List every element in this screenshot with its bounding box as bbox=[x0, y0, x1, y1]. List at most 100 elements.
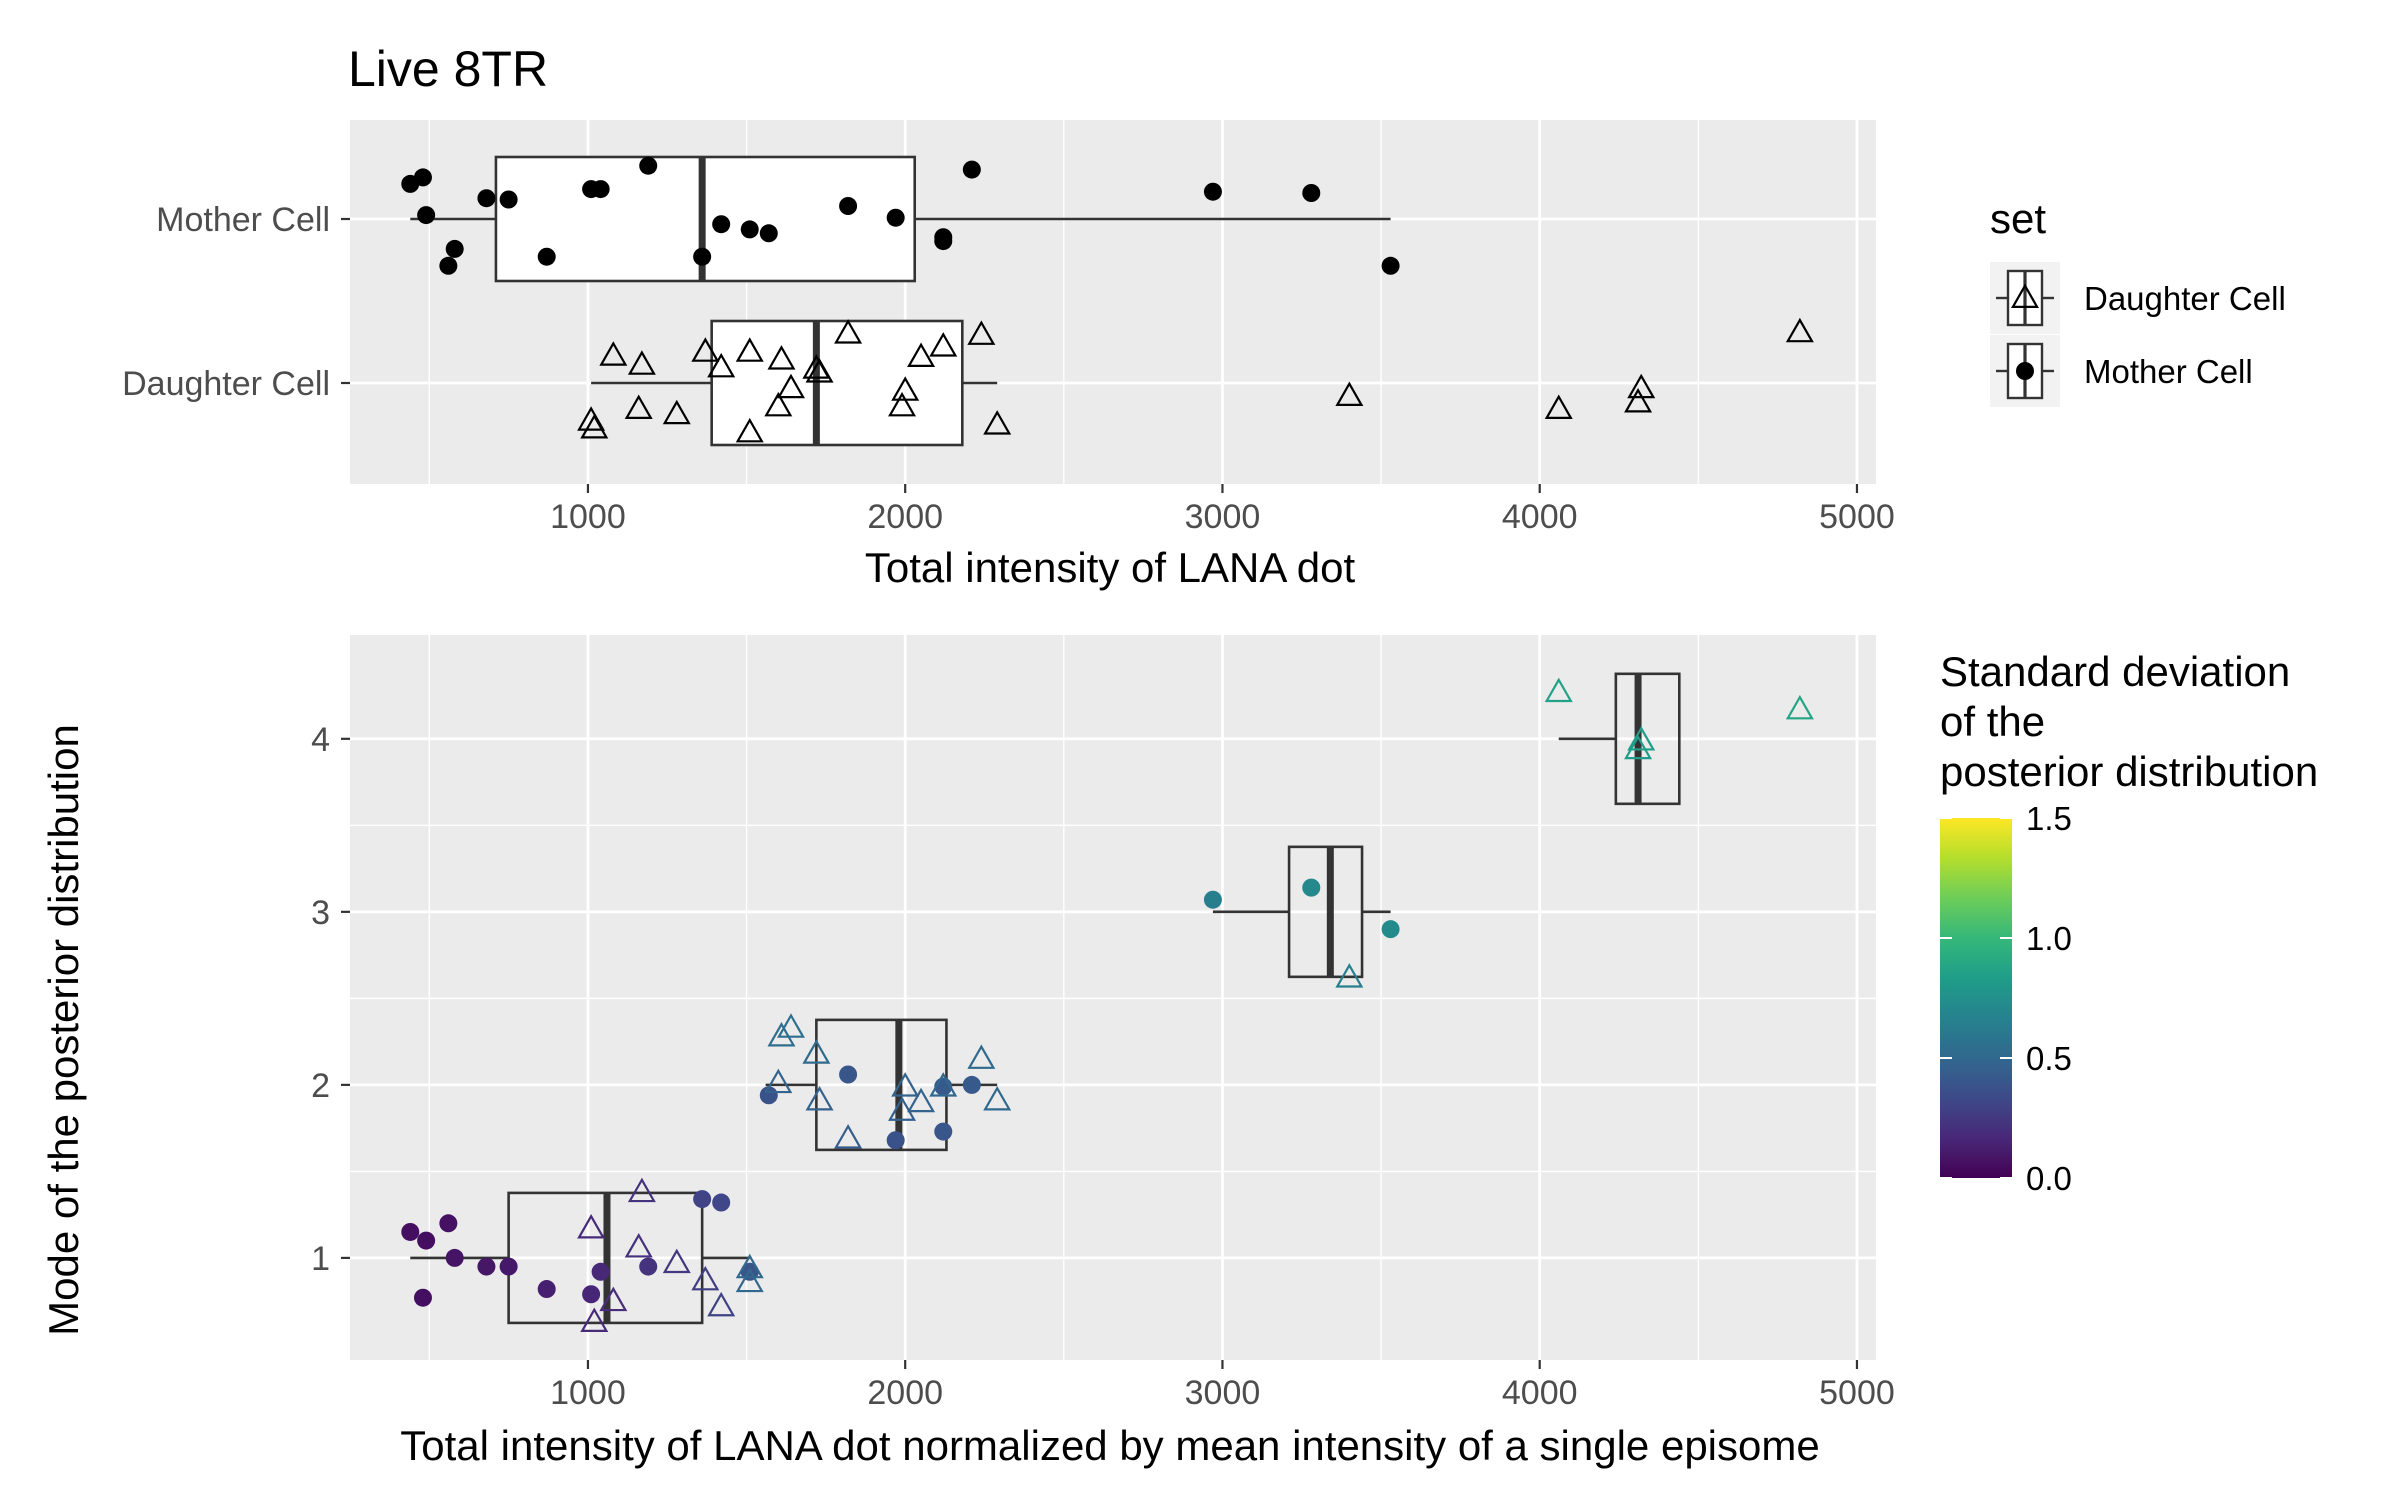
daughter-cell-point bbox=[888, 1096, 917, 1121]
daughter-cell-point bbox=[802, 1039, 831, 1064]
daughter-cell-point bbox=[1544, 394, 1573, 420]
top-x-axis-title: Total intensity of LANA dot bbox=[865, 544, 1356, 591]
mother-cell-point bbox=[477, 189, 496, 208]
bottom-x-tick-label: 4000 bbox=[1502, 1374, 1578, 1412]
mother-cell-point bbox=[712, 215, 731, 234]
daughter-cell-point bbox=[1624, 388, 1653, 413]
daughter-cell-point bbox=[983, 1085, 1012, 1111]
mother-cell-point bbox=[591, 180, 610, 199]
daughter-cell-point bbox=[599, 1286, 628, 1312]
daughter-cell-point bbox=[577, 406, 606, 431]
daughter-cell-point bbox=[1785, 317, 1814, 343]
daughter-cell-point bbox=[891, 1072, 920, 1097]
bottom-y-tick-label: 3 bbox=[311, 894, 330, 932]
daughter-cell-point bbox=[888, 391, 917, 417]
top-x-tick-label: 3000 bbox=[1185, 498, 1261, 536]
daughter-cell-point bbox=[907, 342, 936, 368]
daughter-cell-point bbox=[627, 350, 656, 375]
daughter-cell-point bbox=[767, 345, 796, 370]
mother-cell-point bbox=[886, 1131, 905, 1150]
daughter-cell-point bbox=[805, 358, 834, 383]
legend-entry-label: Mother Cell bbox=[2084, 353, 2253, 390]
daughter-cell-point bbox=[735, 1253, 764, 1279]
bottom-x-axis-title: Total intensity of LANA dot normalized b… bbox=[400, 1422, 1819, 1469]
top-x-tick-label: 2000 bbox=[867, 498, 943, 536]
top-boxplot bbox=[591, 319, 998, 447]
chart-marks: 1000 2000 3000 4000 5000 Mother Cell Daughter … bbox=[122, 120, 2286, 1412]
legend-circle-icon bbox=[2016, 362, 2034, 380]
mother-cell-point bbox=[1203, 182, 1222, 201]
top-chart-title: Live 8TR bbox=[348, 41, 548, 97]
top-x-tick-label: 1000 bbox=[550, 498, 626, 536]
legend-triangle-icon bbox=[2011, 283, 2039, 309]
daughter-cell-point bbox=[967, 1044, 996, 1069]
daughter-cell-point bbox=[662, 1248, 691, 1274]
daughter-cell-point bbox=[707, 352, 736, 378]
daughter-cell-point bbox=[1624, 734, 1653, 760]
daughter-cell-point bbox=[1627, 726, 1656, 751]
daughter-cell-point bbox=[967, 320, 996, 345]
daughter-cell-point bbox=[776, 373, 805, 399]
mother-cell-point bbox=[693, 1190, 712, 1209]
top-category-label: Daughter Cell bbox=[122, 365, 330, 403]
mother-cell-point bbox=[934, 232, 953, 251]
colorbar-tick-label: 0.5 bbox=[2026, 1040, 2072, 1077]
bottom-x-tick-label: 1000 bbox=[550, 1374, 626, 1412]
top-x-tick-label: 5000 bbox=[1819, 498, 1895, 536]
mother-cell-point bbox=[537, 247, 556, 266]
mother-cell-point bbox=[591, 1262, 610, 1281]
daughter-cell-point bbox=[691, 337, 720, 362]
daughter-cell-point bbox=[580, 1307, 609, 1332]
daughter-cell-point bbox=[1544, 677, 1573, 703]
mother-cell-point bbox=[886, 208, 905, 227]
mother-cell-point bbox=[1381, 256, 1400, 275]
mother-cell-point bbox=[1381, 920, 1400, 939]
mother-cell-point bbox=[417, 1231, 436, 1250]
daughter-cell-point bbox=[624, 394, 653, 420]
colorbar-title-line-2: of the bbox=[1940, 698, 2045, 745]
daughter-cell-point bbox=[691, 1265, 720, 1291]
daughter-cell-point bbox=[983, 410, 1012, 435]
mother-cell-point bbox=[1302, 878, 1321, 897]
mother-cell-point bbox=[477, 1257, 496, 1276]
mother-cell-point bbox=[439, 1214, 458, 1233]
mother-cell-point bbox=[759, 224, 778, 243]
bottom-y-axis-title: Mode of the posterior distribution bbox=[40, 724, 87, 1336]
bottom-plot-background bbox=[350, 635, 1876, 1360]
daughter-cell-point bbox=[764, 1068, 793, 1094]
bottom-y-tick-label: 1 bbox=[311, 1240, 330, 1278]
mother-cell-point bbox=[934, 1122, 953, 1141]
daughter-cell-point bbox=[1335, 381, 1364, 407]
daughter-cell-point bbox=[735, 417, 764, 443]
boxplot-box bbox=[1287, 845, 1364, 979]
bottom-y-tick-label: 4 bbox=[311, 721, 330, 759]
mother-cell-point bbox=[693, 247, 712, 266]
colorbar-title-line-3: posterior distribution bbox=[1940, 748, 2318, 795]
daughter-cell-point bbox=[735, 337, 764, 362]
daughter-cell-point bbox=[707, 1291, 736, 1317]
daughter-cell-point bbox=[776, 1013, 805, 1038]
daughter-cell-point bbox=[735, 1267, 764, 1293]
daughter-cell-point bbox=[1335, 963, 1364, 988]
daughter-cell-point bbox=[1785, 694, 1814, 720]
daughter-cell-point bbox=[891, 376, 920, 401]
colorbar-tick-label: 1.5 bbox=[2026, 800, 2072, 837]
daughter-cell-point bbox=[662, 399, 691, 425]
colorbar bbox=[1940, 818, 2012, 1178]
bottom-x-tick-label: 5000 bbox=[1819, 1374, 1895, 1412]
legend-title: set bbox=[1990, 195, 2046, 242]
top-category-label: Mother Cell bbox=[156, 201, 330, 239]
mother-cell-point bbox=[639, 156, 658, 175]
daughter-cell-point bbox=[907, 1087, 936, 1113]
bottom-x-tick-label: 3000 bbox=[1185, 1374, 1261, 1412]
colorbar-tick-label: 0.0 bbox=[2026, 1160, 2072, 1197]
mother-cell-point bbox=[839, 197, 858, 215]
daughter-cell-point bbox=[624, 1233, 653, 1258]
bottom-x-tick-label: 2000 bbox=[867, 1374, 943, 1412]
daughter-cell-point bbox=[580, 414, 609, 439]
daughter-cell-point bbox=[834, 319, 863, 344]
daughter-cell-point bbox=[834, 1124, 863, 1149]
bottom-y-tick-label: 2 bbox=[311, 1067, 330, 1105]
colorbar-tick-label: 1.0 bbox=[2026, 920, 2072, 957]
